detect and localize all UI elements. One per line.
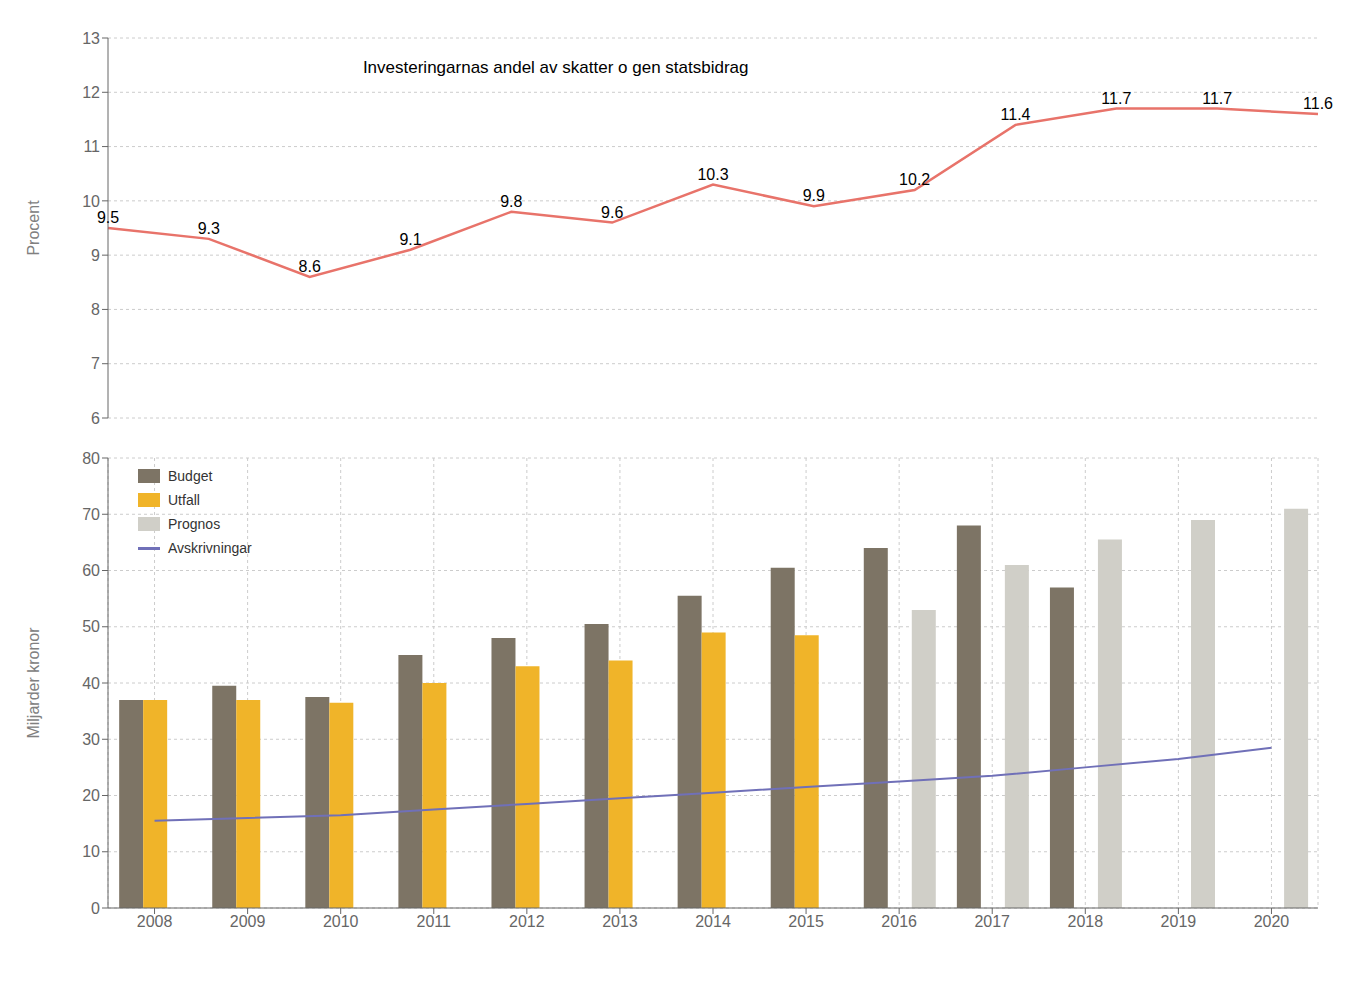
svg-text:10: 10 bbox=[82, 193, 100, 210]
svg-text:2016: 2016 bbox=[881, 913, 917, 930]
svg-text:12: 12 bbox=[82, 84, 100, 101]
svg-text:2009: 2009 bbox=[230, 913, 266, 930]
svg-text:0: 0 bbox=[91, 900, 100, 917]
svg-text:13: 13 bbox=[82, 30, 100, 47]
html-text:Avskrivningar: Avskrivningar bbox=[168, 540, 252, 556]
svg-text:40: 40 bbox=[82, 675, 100, 692]
svg-text:11: 11 bbox=[83, 138, 100, 155]
svg-text:10.3: 10.3 bbox=[697, 166, 728, 183]
svg-text:2014: 2014 bbox=[695, 913, 731, 930]
svg-text:30: 30 bbox=[82, 731, 100, 748]
svg-text:11.7: 11.7 bbox=[1101, 90, 1131, 107]
svg-text:2019: 2019 bbox=[1161, 913, 1197, 930]
html-text:Investeringarnas andel av skat: Investeringarnas andel av skatter o gen … bbox=[362, 58, 749, 77]
html-text:Utfall: Utfall bbox=[168, 492, 200, 508]
svg-text:10.2: 10.2 bbox=[899, 171, 930, 188]
svg-text:70: 70 bbox=[82, 506, 100, 523]
svg-text:9.1: 9.1 bbox=[399, 231, 421, 248]
svg-text:2020: 2020 bbox=[1254, 913, 1290, 930]
svg-text:7: 7 bbox=[91, 355, 100, 372]
svg-text:2013: 2013 bbox=[602, 913, 638, 930]
svg-text:10: 10 bbox=[82, 843, 100, 860]
svg-text:2018: 2018 bbox=[1068, 913, 1104, 930]
svg-text:2017: 2017 bbox=[974, 913, 1010, 930]
svg-text:11.6: 11.6 bbox=[1303, 95, 1333, 112]
svg-text:11.7: 11.7 bbox=[1202, 90, 1232, 107]
svg-text:80: 80 bbox=[82, 450, 100, 467]
svg-text:Miljarder kronor: Miljarder kronor bbox=[25, 627, 42, 739]
svg-text:9.5: 9.5 bbox=[97, 209, 119, 226]
svg-text:2011: 2011 bbox=[417, 913, 452, 930]
svg-text:Procent: Procent bbox=[25, 200, 42, 256]
svg-text:9.8: 9.8 bbox=[500, 193, 522, 210]
html-text:Budget: Budget bbox=[168, 468, 213, 484]
svg-text:2015: 2015 bbox=[788, 913, 824, 930]
svg-text:2010: 2010 bbox=[323, 913, 359, 930]
svg-text:50: 50 bbox=[82, 618, 100, 635]
svg-text:9: 9 bbox=[91, 247, 100, 264]
svg-text:6: 6 bbox=[91, 410, 100, 427]
svg-text:60: 60 bbox=[82, 562, 100, 579]
svg-text:9.9: 9.9 bbox=[803, 187, 825, 204]
svg-text:9.3: 9.3 bbox=[198, 220, 220, 237]
svg-text:2008: 2008 bbox=[137, 913, 173, 930]
svg-text:8: 8 bbox=[91, 301, 100, 318]
svg-text:9.6: 9.6 bbox=[601, 204, 623, 221]
svg-text:8.6: 8.6 bbox=[299, 258, 321, 275]
svg-text:11.4: 11.4 bbox=[1001, 106, 1031, 123]
svg-text:20: 20 bbox=[82, 787, 100, 804]
html-text:Prognos: Prognos bbox=[168, 516, 221, 532]
svg-text:2012: 2012 bbox=[509, 913, 545, 930]
